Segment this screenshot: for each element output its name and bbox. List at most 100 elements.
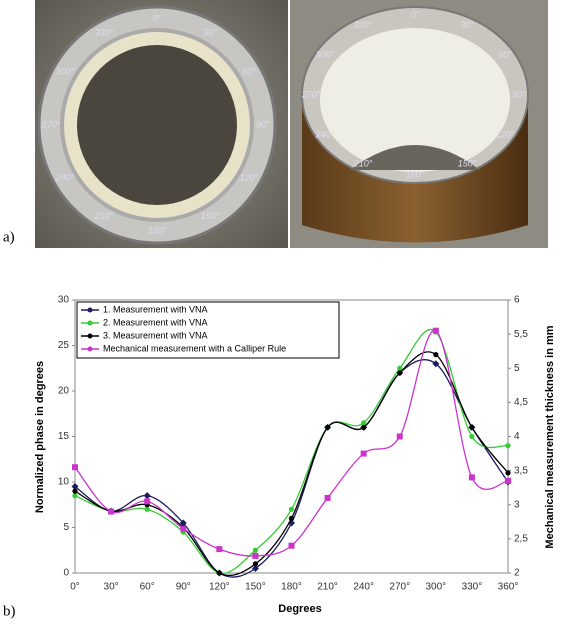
x-tick-label: 60°: [140, 582, 155, 593]
marker: [289, 543, 295, 549]
y2-axis-title: Mechanical measurement thickness in mm: [544, 325, 556, 548]
photo-label: 60°: [242, 66, 256, 76]
x-tick-label: 240°: [353, 582, 374, 593]
photo-label: 30°: [460, 20, 474, 30]
photo-label: 180°: [406, 169, 425, 179]
x-tick-label: 120°: [209, 582, 230, 593]
marker: [144, 492, 151, 499]
y-tick-label: 25: [58, 340, 70, 351]
photo-label: 300°: [316, 49, 335, 59]
legend-label: Mechanical measurement with a Calliper R…: [103, 343, 286, 353]
panel-label: a): [3, 229, 15, 245]
marker: [505, 443, 510, 448]
legend-label: 3. Measurement with VNA: [103, 330, 208, 340]
y2-tick-label: 2,5: [514, 534, 528, 545]
marker: [289, 516, 294, 521]
photo-label: 0°: [153, 13, 162, 23]
y2-tick-label: 2: [514, 568, 520, 579]
photo-label: 90°: [256, 119, 270, 129]
marker: [469, 425, 474, 430]
marker: [145, 507, 150, 512]
marker: [505, 478, 511, 484]
marker: [505, 470, 510, 475]
y2-tick-label: 4,5: [514, 397, 528, 408]
photo-label: 330°: [95, 28, 114, 38]
x-tick-label: 90°: [176, 582, 191, 593]
photo-label: 150°: [458, 159, 477, 169]
photo-label: 120°: [496, 129, 515, 139]
marker: [361, 425, 366, 430]
ring-hole: [77, 45, 237, 205]
legend-label: 2. Measurement with VNA: [103, 317, 208, 327]
x-tick-label: 0°: [70, 582, 80, 593]
y2-tick-label: 3: [514, 499, 520, 510]
marker: [217, 570, 222, 575]
photo-label: 210°: [94, 211, 114, 221]
photo-label: 30°: [203, 28, 217, 38]
series-line: [75, 329, 508, 573]
x-tick-label: 300°: [425, 582, 446, 593]
series-line: [75, 352, 508, 576]
photo-label: 240°: [55, 172, 75, 182]
marker: [216, 546, 222, 552]
marker: [397, 434, 403, 440]
photo-label: 300°: [56, 66, 75, 76]
marker: [144, 498, 150, 504]
marker: [325, 425, 330, 430]
y2-tick-label: 5,5: [514, 329, 528, 340]
y-tick-label: 30: [58, 295, 70, 306]
photo-label: 150°: [201, 211, 220, 221]
x-tick-label: 180°: [281, 582, 302, 593]
x-tick-label: 330°: [462, 582, 483, 593]
y-axis-title: Normalized phase in degrees: [34, 361, 46, 513]
legend-label: 1. Measurement with VNA: [103, 304, 208, 314]
marker: [72, 464, 78, 470]
y2-tick-label: 4: [514, 431, 520, 442]
legend-marker: [88, 321, 93, 326]
marker: [180, 526, 186, 532]
panel-label: b): [3, 603, 16, 619]
y2-tick-label: 6: [514, 295, 520, 306]
y2-tick-label: 5: [514, 363, 520, 374]
marker: [469, 474, 475, 480]
marker: [433, 352, 438, 357]
marker: [108, 509, 114, 515]
y-tick-label: 15: [58, 431, 70, 442]
marker: [325, 495, 331, 501]
x-tick-label: 270°: [389, 582, 410, 593]
legend-marker: [88, 334, 93, 339]
photo-label: 180°: [148, 225, 167, 235]
marker: [252, 553, 258, 559]
photo-label: 90°: [512, 89, 526, 99]
photo-label: 240°: [315, 129, 335, 139]
marker: [72, 489, 77, 494]
x-tick-label: 210°: [317, 582, 338, 593]
x-tick-label: 30°: [104, 582, 119, 593]
marker: [72, 493, 77, 498]
y-tick-label: 5: [63, 522, 69, 533]
photo-label: 120°: [239, 172, 258, 182]
figure: a) b) Degrees Normalized phase in degree…: [0, 0, 561, 624]
y-tick-label: 0: [63, 568, 69, 579]
marker: [253, 561, 258, 566]
marker: [289, 507, 294, 512]
legend-marker: [88, 308, 93, 313]
marker: [433, 328, 439, 334]
photo-label: 0°: [411, 9, 420, 19]
marker: [397, 370, 402, 375]
x-tick-label: 150°: [245, 582, 266, 593]
photo-label: 270°: [41, 119, 61, 129]
marker: [361, 420, 366, 425]
photo-label: 60°: [498, 49, 512, 59]
marker: [469, 434, 474, 439]
marker: [253, 548, 258, 553]
x-tick-label: 360°: [498, 582, 519, 593]
marker: [361, 451, 367, 457]
photo-label: 270°: [301, 89, 321, 99]
y-tick-label: 20: [58, 386, 70, 397]
photo-label: 210°: [353, 159, 373, 169]
legend-marker: [88, 347, 93, 352]
x-axis-title: Degrees: [278, 603, 321, 615]
photo-label: 330°: [354, 20, 373, 30]
y2-tick-label: 3,5: [514, 465, 528, 476]
